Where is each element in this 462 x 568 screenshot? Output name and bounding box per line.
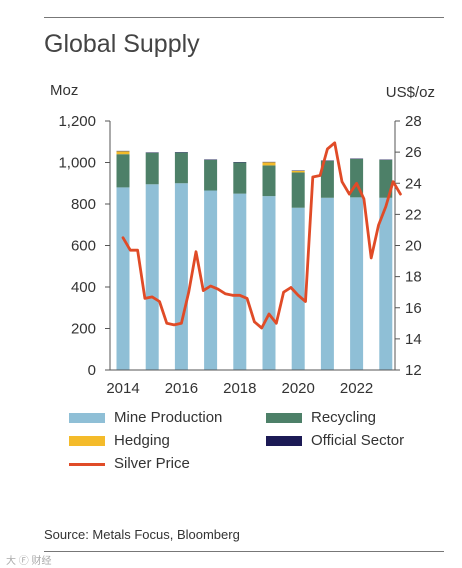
right-axis-tick-label: 24 bbox=[405, 175, 422, 192]
bar-hedging bbox=[262, 162, 276, 166]
bar-recycling bbox=[320, 160, 334, 198]
bar-recycling bbox=[262, 165, 276, 197]
left-axis-tick-label: 0 bbox=[88, 362, 96, 379]
bar-mine-production bbox=[379, 197, 393, 370]
source-note: Source: Metals Focus, Bloomberg bbox=[44, 527, 240, 542]
legend-swatch-silver-price bbox=[69, 463, 105, 466]
chart-title: Global Supply bbox=[44, 30, 200, 58]
silver-price-line bbox=[121, 141, 402, 330]
x-axis-tick-label: 2018 bbox=[223, 380, 256, 397]
bar-recycling bbox=[174, 152, 188, 184]
bar-recycling bbox=[291, 172, 305, 208]
left-axis-tick-label: 800 bbox=[71, 196, 96, 213]
bar-mine-production bbox=[116, 187, 130, 370]
right-axis-tick-label: 16 bbox=[405, 300, 422, 317]
bar-mine-production bbox=[320, 197, 334, 370]
bar-recycling bbox=[204, 159, 218, 191]
legend-label-official-sector: Official Sector bbox=[311, 432, 405, 449]
bar-mine-production bbox=[350, 197, 364, 370]
chart-plot: 02004006008001,0001,200Moz12141618202224… bbox=[50, 82, 435, 397]
left-axis-tick-label: 1,000 bbox=[58, 155, 96, 172]
bar-hedging bbox=[116, 151, 130, 155]
bar-mine-production bbox=[174, 183, 188, 370]
right-axis-label: US$/oz bbox=[386, 84, 435, 101]
right-axis-tick-label: 26 bbox=[405, 144, 422, 161]
right-axis-tick-label: 28 bbox=[405, 113, 422, 130]
right-axis-tick-label: 14 bbox=[405, 331, 422, 348]
left-axis-label: Moz bbox=[50, 82, 78, 99]
legend-swatch-hedging bbox=[69, 436, 105, 446]
bar-recycling bbox=[116, 154, 130, 188]
bar-recycling bbox=[233, 162, 247, 194]
legend-label-silver-price: Silver Price bbox=[114, 455, 190, 472]
left-axis-tick-label: 400 bbox=[71, 279, 96, 296]
x-axis-tick-label: 2022 bbox=[340, 380, 373, 397]
legend-label-hedging: Hedging bbox=[114, 432, 170, 449]
right-axis-tick-label: 12 bbox=[405, 362, 422, 379]
legend-swatch-recycling bbox=[266, 413, 302, 423]
bar-hedging bbox=[291, 170, 305, 173]
legend-label-recycling: Recycling bbox=[311, 409, 377, 426]
bar-mine-production bbox=[233, 193, 247, 370]
left-axis-tick-label: 600 bbox=[71, 238, 96, 255]
x-axis-tick-label: 2016 bbox=[165, 380, 198, 397]
bottom-rule bbox=[44, 551, 444, 552]
right-axis-tick-label: 20 bbox=[405, 238, 422, 255]
top-rule bbox=[44, 17, 444, 18]
bar-mine-production bbox=[262, 196, 276, 370]
right-axis-tick-label: 18 bbox=[405, 269, 422, 286]
x-axis-tick-label: 2020 bbox=[282, 380, 315, 397]
bar-recycling bbox=[379, 160, 393, 198]
x-axis-tick-label: 2014 bbox=[106, 380, 139, 397]
legend-swatch-official-sector bbox=[266, 436, 302, 446]
watermark-logo: 大 Ⓕ 财经 bbox=[6, 556, 52, 567]
bar-recycling bbox=[145, 152, 159, 185]
left-axis-tick-label: 1,200 bbox=[58, 113, 96, 130]
bar-mine-production bbox=[204, 190, 218, 370]
legend-swatch-mine-production bbox=[69, 413, 105, 423]
bar-mine-production bbox=[291, 207, 305, 370]
legend-label-mine-production: Mine Production bbox=[114, 409, 223, 426]
left-axis-tick-label: 200 bbox=[71, 321, 96, 338]
bar-mine-production bbox=[145, 184, 159, 370]
right-axis-tick-label: 22 bbox=[405, 206, 422, 223]
